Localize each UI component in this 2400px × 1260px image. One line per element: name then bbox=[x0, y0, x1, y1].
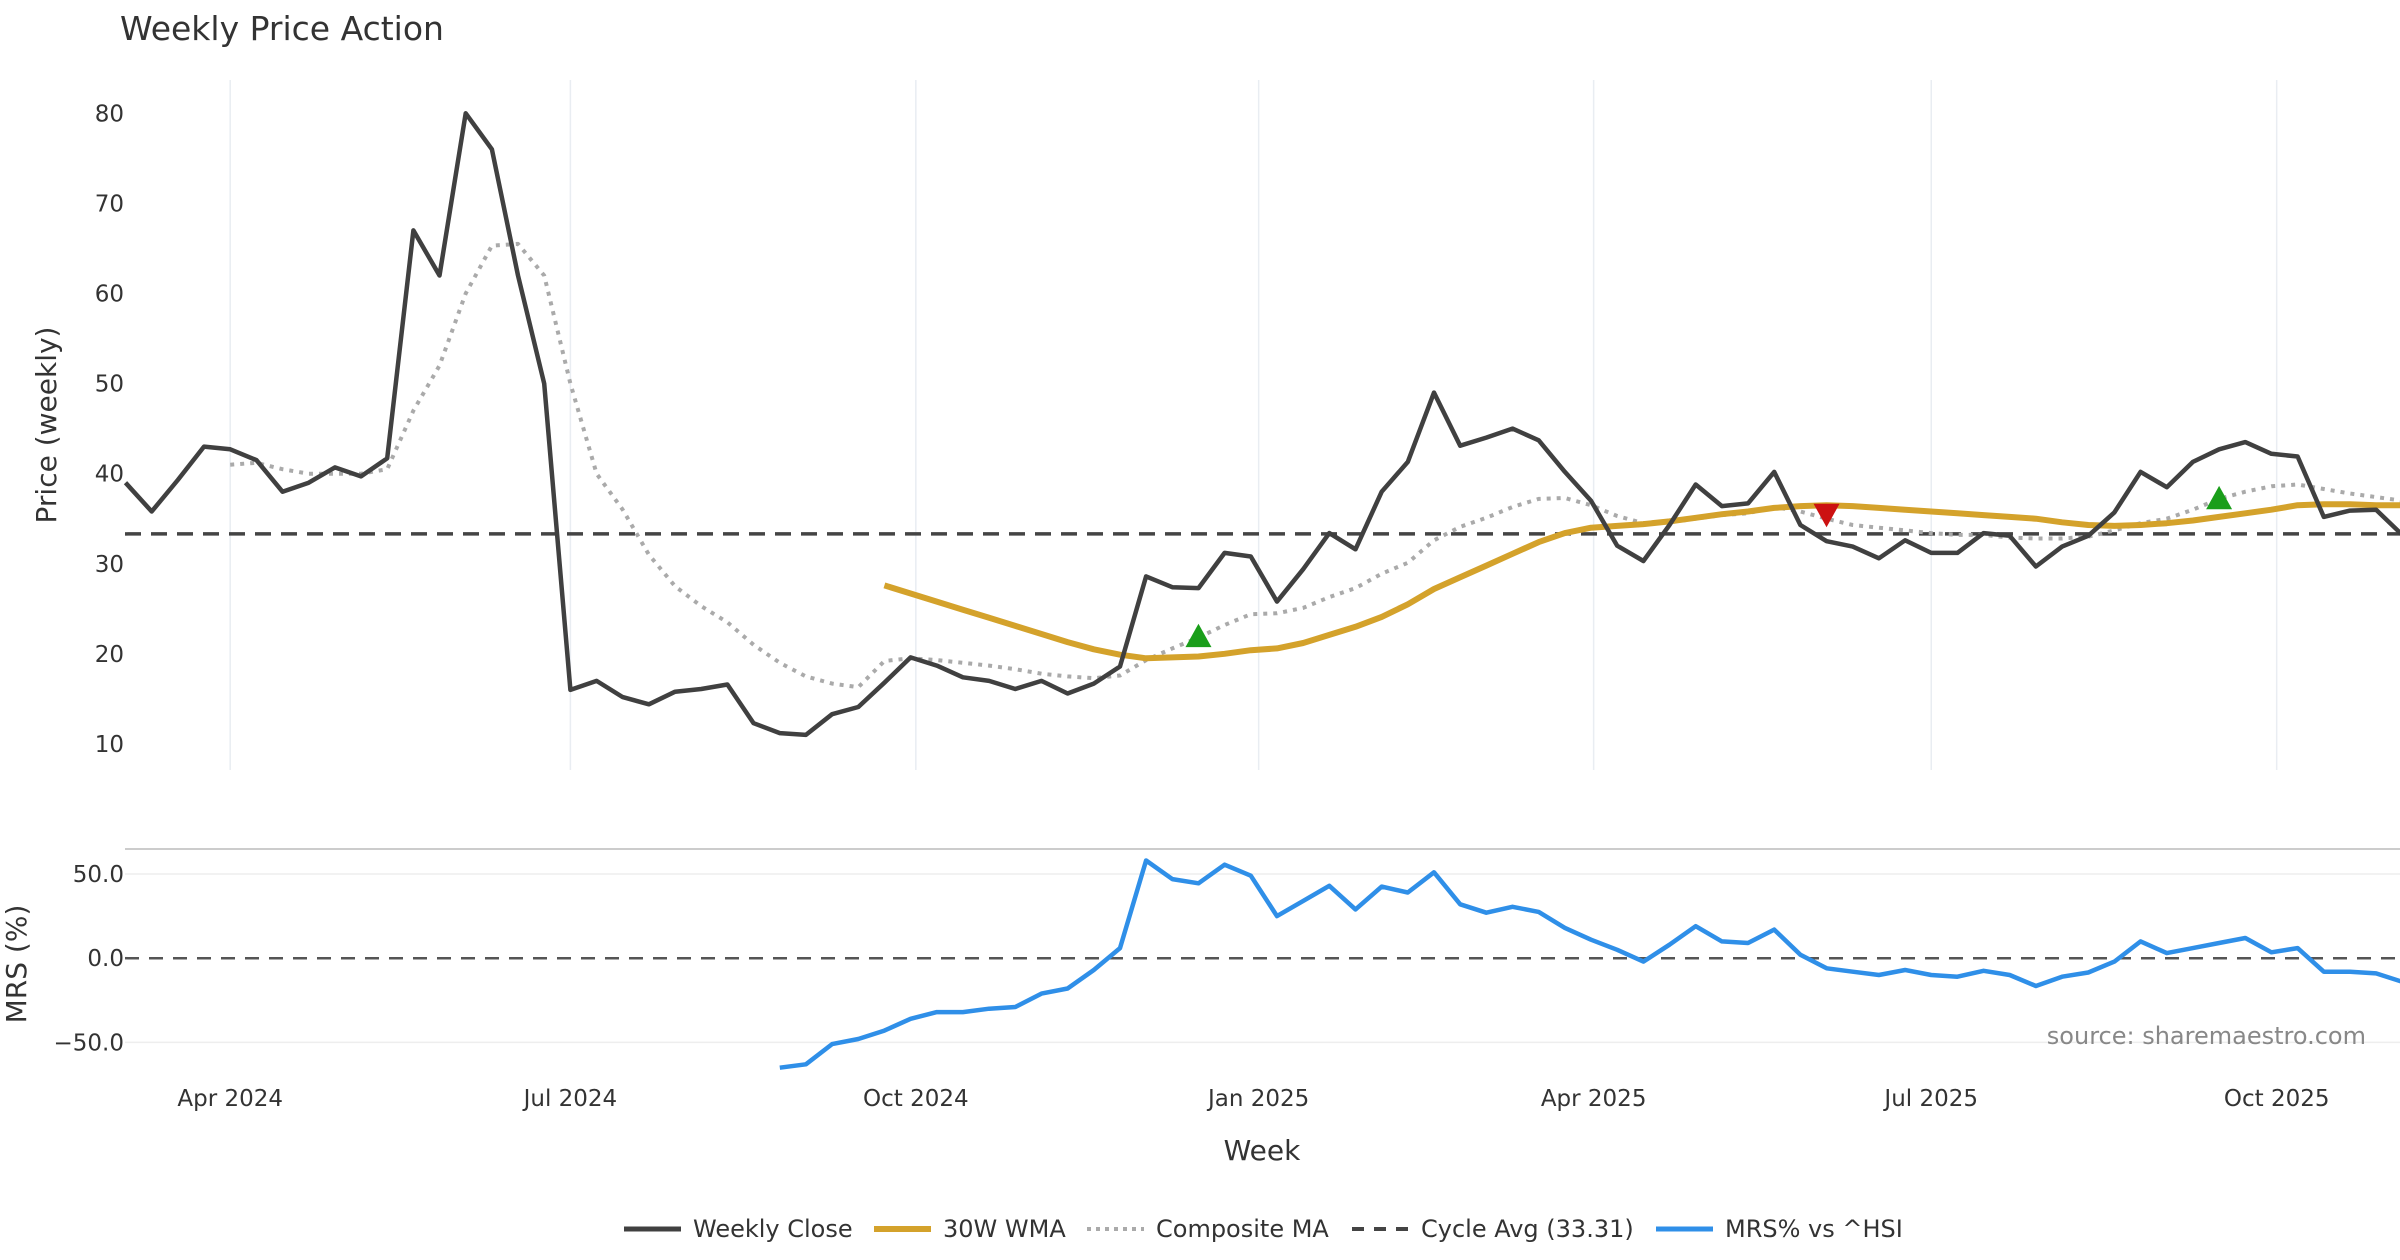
mrs-series bbox=[779, 858, 2400, 1070]
mrs-y-ticks: 50.0 0.0 −50.0 bbox=[54, 862, 124, 1056]
chart-title: Weekly Price Action bbox=[120, 9, 444, 48]
series-mrs-vs-hsi bbox=[779, 858, 2400, 1070]
source-credit: source: sharemaestro.com bbox=[2047, 1022, 2366, 1050]
x-tick-apr-2025: Apr 2025 bbox=[1541, 1086, 1647, 1112]
price-gridlines bbox=[229, 80, 2278, 770]
y-tick-30: 30 bbox=[95, 552, 124, 578]
y-tick-70: 70 bbox=[95, 191, 124, 217]
legend-item-weekly-close: Weekly Close bbox=[624, 1215, 853, 1243]
x-tick-apr-2024: Apr 2024 bbox=[177, 1086, 283, 1112]
y-tick-60: 60 bbox=[95, 281, 124, 307]
mrs-y-tick-1: 0.0 bbox=[87, 946, 124, 972]
legend-label: Weekly Close bbox=[693, 1215, 853, 1243]
series-weekly-close bbox=[123, 111, 2400, 738]
legend-item-composite-ma: Composite MA bbox=[1087, 1215, 1329, 1243]
legend-label: 30W WMA bbox=[943, 1215, 1066, 1243]
y-tick-50: 50 bbox=[95, 372, 124, 398]
x-tick-oct-2025: Oct 2025 bbox=[2224, 1086, 2330, 1112]
price-y-ticks: 10 20 30 40 50 60 70 80 bbox=[95, 101, 124, 758]
x-tick-jan-2025: Jan 2025 bbox=[1206, 1086, 1309, 1112]
legend: Weekly Close 30W WMA Composite MA Cycle Avg… bbox=[624, 1215, 1903, 1243]
signal-markers bbox=[1185, 485, 2233, 648]
x-axis-label: Week bbox=[1224, 1134, 1301, 1167]
y-tick-20: 20 bbox=[95, 642, 124, 668]
y-tick-80: 80 bbox=[95, 101, 124, 127]
mrs-gridlines bbox=[125, 873, 2400, 1044]
x-tick-oct-2024: Oct 2024 bbox=[863, 1086, 969, 1112]
x-tick-jul-2024: Jul 2024 bbox=[522, 1086, 618, 1112]
legend-item-30w-wma: 30W WMA bbox=[874, 1215, 1066, 1243]
price-y-axis-label: Price (weekly) bbox=[30, 327, 63, 524]
sell-signal-marker-down bbox=[1813, 503, 1840, 528]
x-tick-jul-2025: Jul 2025 bbox=[1882, 1086, 1978, 1112]
mrs-y-axis-label: MRS (%) bbox=[0, 905, 33, 1024]
series-30w-wma bbox=[883, 501, 2400, 662]
legend-label: Cycle Avg (33.31) bbox=[1421, 1215, 1634, 1243]
x-ticks: Apr 2024 Jul 2024 Oct 2024 Jan 2025 Apr 2025… bbox=[177, 1086, 2329, 1112]
series-composite-ma bbox=[230, 241, 2400, 690]
legend-label: Composite MA bbox=[1156, 1215, 1329, 1243]
buy-signal-marker-up bbox=[2206, 485, 2233, 510]
mrs-y-tick-0: 50.0 bbox=[73, 862, 124, 888]
buy-signal-marker-up bbox=[1185, 623, 1212, 648]
legend-item-mrs-vs-hsi: MRS% vs ^HSI bbox=[1656, 1215, 1903, 1243]
y-tick-40: 40 bbox=[95, 462, 124, 488]
legend-label: MRS% vs ^HSI bbox=[1725, 1215, 1903, 1243]
mrs-y-tick-2: −50.0 bbox=[54, 1030, 124, 1056]
legend-item-cycle-avg-33-31: Cycle Avg (33.31) bbox=[1352, 1215, 1634, 1243]
price-series bbox=[123, 111, 2400, 738]
y-tick-10: 10 bbox=[95, 732, 124, 758]
